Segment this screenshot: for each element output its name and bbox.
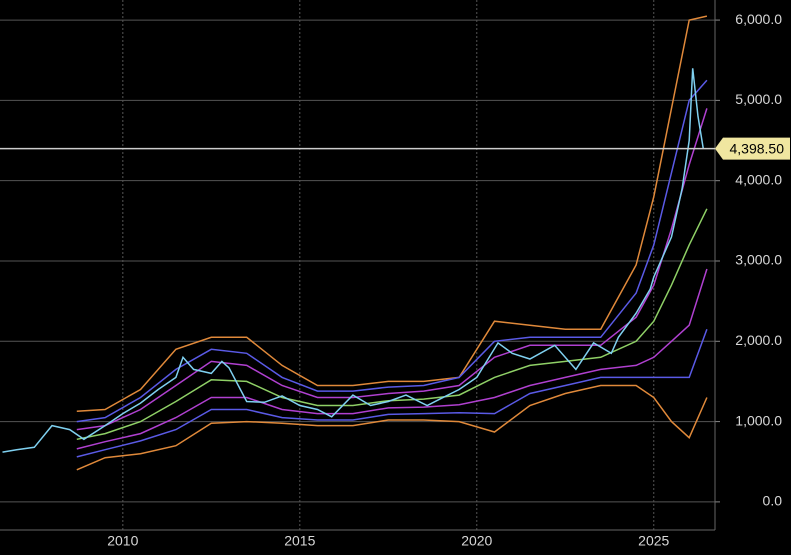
series-line	[76, 384, 708, 471]
series-line	[76, 208, 708, 441]
y-tick-label: 3,000.0	[735, 252, 782, 268]
x-tick-label: 2025	[638, 533, 669, 549]
x-tick-label: 2010	[107, 533, 138, 549]
y-tick-label: 5,000.0	[735, 91, 782, 107]
last-price-box	[715, 137, 790, 160]
series-line	[2, 68, 705, 453]
series-line	[76, 15, 708, 412]
y-tick-label: 0.0	[763, 493, 783, 509]
x-tick-label: 2020	[461, 533, 492, 549]
series-line	[76, 328, 708, 458]
series-line	[76, 108, 708, 431]
y-tick-label: 4,000.0	[735, 171, 782, 187]
y-tick-label: 2,000.0	[735, 332, 782, 348]
last-price-label: 4,398.50	[730, 140, 785, 156]
y-tick-label: 6,000.0	[735, 11, 782, 27]
y-tick-label: 1,000.0	[735, 412, 782, 428]
series-line	[76, 268, 708, 450]
x-tick-label: 2015	[284, 533, 315, 549]
